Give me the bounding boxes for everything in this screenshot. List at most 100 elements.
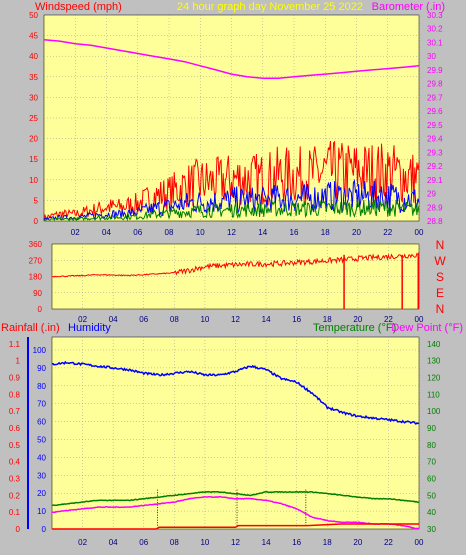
humidity-tick-label: 0 — [42, 525, 47, 534]
windspeed-tick-label: 35 — [29, 73, 38, 82]
direction-grid — [52, 244, 420, 309]
humidity-tick-label: 40 — [37, 453, 46, 462]
temperature-tick-label: 50 — [427, 491, 436, 500]
x-tick-label: 22 — [384, 315, 393, 324]
rainfall-line — [52, 523, 419, 530]
x-tick-label: 00 — [415, 315, 424, 324]
windspeed-tick-label: 0 — [34, 217, 39, 226]
rain-humidity-temp-panel: 0 0.1 0.2 0.3 0.4 0.5 0.6 0.7 0.8 0.9 1 1.1 0 10 20 30… — [1, 322, 463, 547]
temperature-tick-label: 40 — [427, 508, 436, 517]
compass-label: N — [436, 238, 445, 252]
x-tick-label: 04 — [109, 315, 118, 324]
temperature-tick-label: 110 — [427, 390, 440, 399]
barometer-tick-label: 30.3 — [427, 11, 443, 20]
dewpoint-axis-label: Dew Point (°F) — [391, 322, 463, 334]
rainfall-tick-label: 0.6 — [9, 424, 21, 433]
humidity-line — [51, 360, 420, 426]
humidity-tick-label: 10 — [37, 507, 46, 516]
x-tick-label: 16 — [290, 228, 299, 237]
windspeed-tick-label: 5 — [34, 196, 39, 205]
x-tick-label: 14 — [258, 228, 267, 237]
x-tick-label: 02 — [78, 315, 87, 324]
humidity-tick-label: 20 — [37, 489, 46, 498]
barometer-tick-label: 29.9 — [427, 66, 443, 75]
rainfall-tick-label: 0.9 — [9, 374, 21, 383]
barometer-line — [43, 38, 420, 79]
x-tick-label: 00 — [415, 228, 424, 237]
direction-tick-label: 90 — [33, 289, 42, 298]
rainfall-tick-label: 1 — [16, 357, 21, 366]
x-tick-label: 08 — [170, 315, 179, 324]
temperature-axis-ticks: 30 40 50 60 70 80 90 100 110 120 130 140 — [427, 340, 441, 534]
compass-label: W — [434, 254, 446, 268]
humidity-tick-label: 80 — [37, 382, 46, 391]
x-tick-label: 04 — [109, 538, 118, 547]
wind-direction-series — [52, 252, 420, 309]
humidity-axis-label: Humidity — [68, 322, 111, 334]
x-tick-label: 14 — [262, 538, 271, 547]
direction-x-axis-ticks: 02 04 06 08 10 12 14 16 18 20 22 00 — [78, 315, 424, 324]
x-tick-label: 20 — [352, 228, 361, 237]
temperature-tick-label: 90 — [427, 424, 436, 433]
rainfall-tick-label: 0.3 — [9, 475, 21, 484]
windspeed-tick-label: 20 — [29, 135, 38, 144]
x-tick-label: 12 — [227, 228, 236, 237]
compass-label: E — [436, 286, 444, 300]
humidity-tick-label: 70 — [37, 400, 46, 409]
barometer-tick-label: 28.8 — [427, 217, 443, 226]
x-tick-label: 12 — [231, 538, 240, 547]
rainfall-tick-label: 0.4 — [9, 458, 21, 467]
direction-tick-label: 360 — [29, 240, 43, 249]
wind-direction-line — [52, 252, 420, 278]
humidity-tick-label: 100 — [33, 346, 47, 355]
barometer-tick-label: 29.6 — [427, 107, 443, 116]
x-tick-label: 08 — [165, 228, 174, 237]
climate-x-axis-ticks: 02 04 06 08 10 12 14 16 18 20 22 00 — [78, 538, 424, 547]
x-tick-label: 06 — [139, 538, 148, 547]
barometer-tick-label: 30 — [427, 52, 436, 61]
barometer-tick-label: 29 — [427, 190, 436, 199]
temperature-tick-label: 120 — [427, 374, 441, 383]
direction-tick-label: 0 — [38, 305, 43, 314]
barometer-axis-ticks: 28.8 28.9 29 29.1 29.2 29.3 29.4 29.5 29.6 29.7 29… — [427, 11, 443, 226]
graph-title: 24 hour graph day November 25 2022 — [177, 1, 363, 13]
windspeed-tick-label: 30 — [29, 93, 38, 102]
barometer-tick-label: 29.4 — [427, 135, 443, 144]
x-tick-label: 12 — [231, 315, 240, 324]
x-tick-label: 22 — [384, 538, 393, 547]
windspeed-tick-label: 15 — [29, 155, 38, 164]
windspeed-tick-label: 10 — [29, 176, 38, 185]
rainfall-tick-label: 0.2 — [9, 491, 21, 500]
rainfall-tick-label: 0.7 — [9, 407, 21, 416]
x-tick-label: 14 — [262, 315, 271, 324]
windspeed-tick-label: 40 — [29, 52, 38, 61]
direction-tick-label: 270 — [29, 256, 43, 265]
barometer-tick-label: 30.1 — [427, 38, 443, 47]
temperature-tick-label: 30 — [427, 525, 436, 534]
rainfall-axis-label: Rainfall (.in) — [1, 322, 60, 334]
wind-x-axis-ticks: 02 04 06 08 10 12 14 16 18 20 22 00 — [71, 228, 424, 237]
barometer-tick-label: 29.1 — [427, 176, 443, 185]
x-tick-label: 06 — [139, 315, 148, 324]
temperature-tick-label: 60 — [427, 475, 436, 484]
rainfall-tick-label: 0.8 — [9, 390, 21, 399]
x-tick-label: 16 — [292, 315, 301, 324]
humidity-tick-label: 90 — [37, 364, 46, 373]
x-tick-label: 18 — [321, 228, 330, 237]
rainfall-tick-label: 0.1 — [9, 508, 21, 517]
x-tick-label: 06 — [133, 228, 142, 237]
temperature-axis-label: Temperature (°F) — [313, 322, 396, 334]
wind-low-line — [43, 199, 420, 222]
windspeed-tick-label: 25 — [29, 114, 38, 123]
x-tick-label: 18 — [323, 538, 332, 547]
x-tick-label: 08 — [170, 538, 179, 547]
barometer-tick-label: 28.9 — [427, 203, 443, 212]
barometer-tick-label: 30.2 — [427, 25, 443, 34]
temperature-tick-label: 100 — [427, 407, 441, 416]
humidity-tick-label: 50 — [37, 436, 46, 445]
x-tick-label: 22 — [383, 228, 392, 237]
compass-label: S — [436, 270, 444, 284]
windspeed-axis-label: Windspeed (mph) — [35, 1, 122, 13]
